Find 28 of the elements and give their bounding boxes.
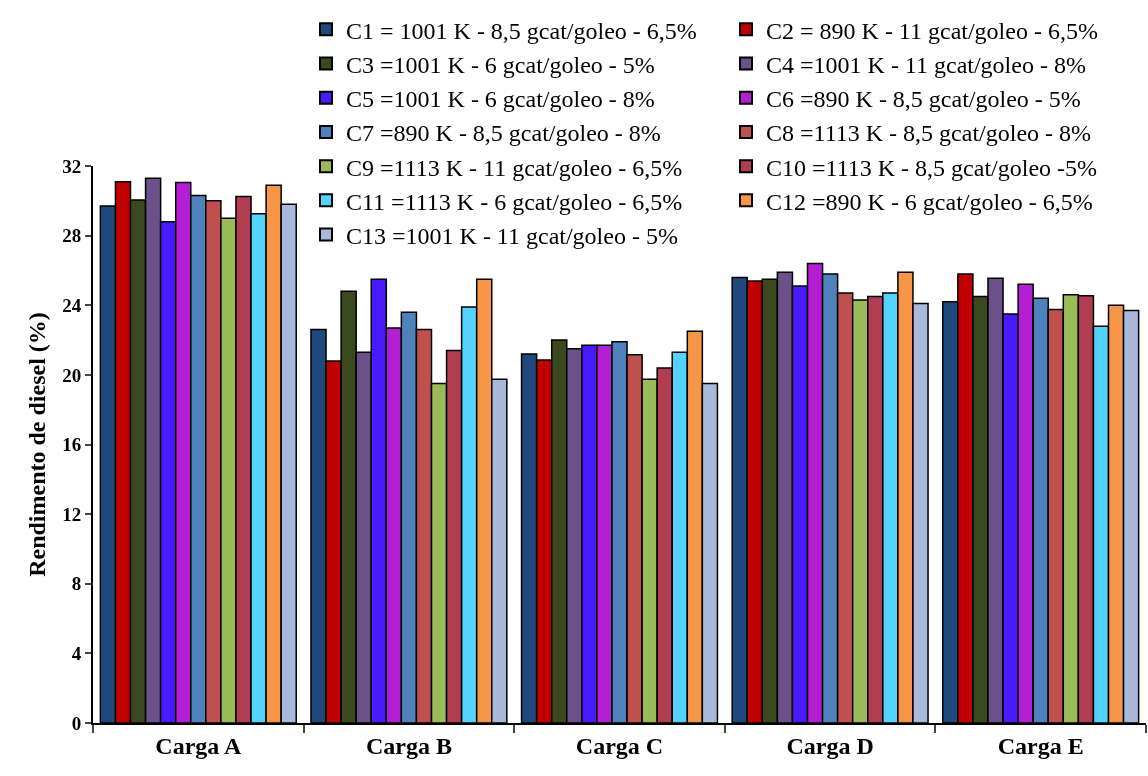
legend-label: C12 =890 K - 6 gcat/goleo - 6,5% [766,188,1093,215]
x-tick-label: Carga A [155,732,242,759]
y-tick-label: 28 [62,225,82,247]
y-tick-label: 20 [62,364,82,386]
y-axis-title: Rendimento de diesel (%) [23,312,50,577]
legend-label: C4 =1001 K - 11 gcat/goleo - 8% [766,51,1086,78]
x-tick-label: Carga D [786,732,874,759]
legend-label: C13 =1001 K - 11 gcat/goleo - 5% [346,222,678,249]
x-tick-label: Carga B [365,732,452,759]
y-tick-label: 32 [62,155,82,177]
legend-label: C10 =1113 K - 8,5 gcat/goleo -5% [766,154,1098,181]
y-tick-label: 8 [71,573,82,595]
legend-label: C9 =1113 K - 11 gcat/goleo - 6,5% [346,154,683,181]
y-tick-label: 0 [71,712,82,734]
legend-label: C3 =1001 K - 6 gcat/goleo - 5% [346,51,655,78]
y-tick-label: 16 [62,434,82,456]
y-tick-label: 4 [71,643,82,665]
legend-label: C7 =890 K - 8,5 gcat/goleo - 8% [346,120,661,147]
legend-label: C5 =1001 K - 6 gcat/goleo - 8% [346,86,655,113]
legend-label: C11 =1113 K - 6 gcat/goleo - 6,5% [346,188,683,215]
legend-label: C6 =890 K - 8,5 gcat/goleo - 5% [766,86,1081,113]
legend-label: C8 =1113 K - 8,5 gcat/goleo - 8% [766,120,1092,147]
legend-label: C1 = 1001 K - 8,5 gcat/goleo - 6,5% [346,17,697,44]
y-tick-label: 12 [62,503,82,525]
x-tick-label: Carga E [997,732,1084,759]
x-tick-label: Carga C [575,732,664,759]
legend-label: C2 = 890 K - 11 gcat/goleo - 6,5% [766,17,1098,44]
y-tick-label: 24 [62,294,82,316]
